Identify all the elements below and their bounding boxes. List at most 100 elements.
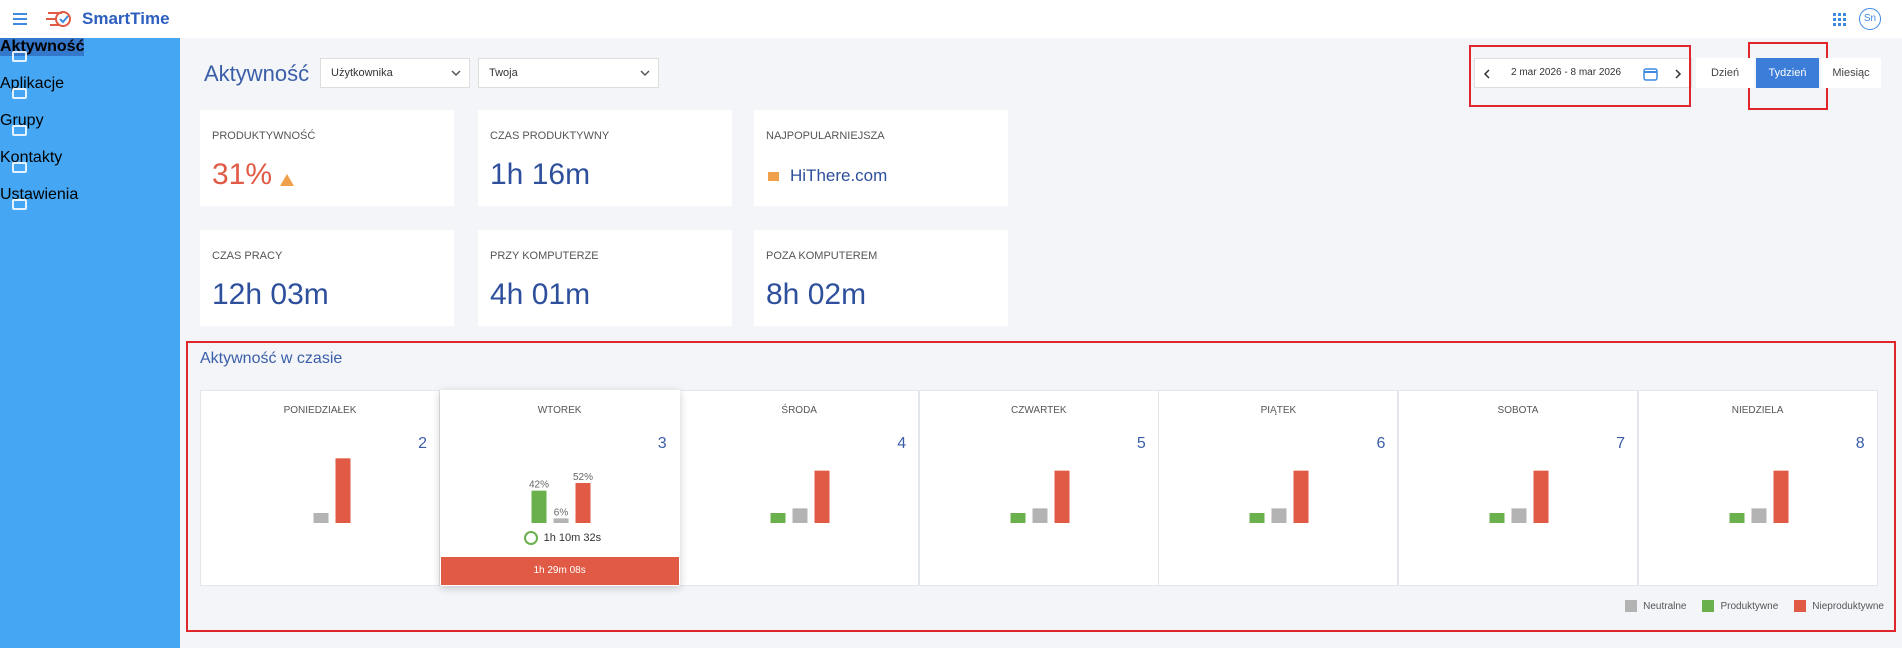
card-label: PRZY KOMPUTERZE	[490, 250, 599, 262]
day-name: PONIEDZIAŁEK	[283, 405, 357, 416]
bar	[1249, 512, 1265, 523]
day-bars	[1729, 470, 1789, 523]
day-date: 5	[1136, 435, 1146, 452]
legend-swatch	[1794, 600, 1807, 612]
bar	[770, 512, 786, 523]
day-panel: PIĄTEK 6	[1158, 390, 1399, 586]
menu-icon	[12, 199, 27, 210]
legend-item: Produktywne	[1702, 600, 1778, 612]
day-name: SOBOTA	[1497, 405, 1539, 416]
legend-label: Produktywne	[1720, 600, 1779, 612]
topbar: SmartTime Sn	[0, 0, 1902, 38]
menu-icon[interactable]	[12, 12, 28, 26]
date-picker[interactable]: 2 mar 2026 - 8 mar 2026	[1474, 58, 1692, 88]
chevron	[640, 70, 650, 77]
bar	[575, 482, 591, 523]
site-icon	[768, 172, 779, 181]
day-bars: 6% 42% 52%	[529, 472, 593, 523]
bar	[553, 518, 569, 523]
legend-swatch	[1625, 600, 1638, 612]
clock-icon	[523, 531, 538, 545]
bar	[1489, 512, 1505, 523]
menu-item[interactable]: Grupy	[0, 112, 44, 136]
menu-item[interactable]: Kontakty	[0, 149, 63, 173]
day-panel: SOBOTA 7	[1398, 390, 1638, 586]
bar	[1773, 470, 1789, 523]
bar	[1533, 470, 1549, 523]
bar	[1271, 508, 1287, 523]
period-button[interactable]: Miesiąc	[1821, 58, 1881, 88]
stat-card: PRZY KOMPUTERZE 4h 01m	[478, 230, 732, 326]
card-value: 12h 03m	[212, 278, 329, 311]
day-date: 6	[1376, 435, 1386, 452]
day-date: 7	[1616, 435, 1625, 452]
menu-item[interactable]: Aktywność	[0, 38, 85, 62]
day-bars	[770, 470, 830, 523]
bar	[1751, 508, 1767, 523]
menu-label: Ustawienia	[0, 186, 79, 203]
day-name: NIEDZIELA	[1731, 405, 1784, 416]
card-value: 8h 02m	[766, 278, 867, 311]
legend-item: Neutralne	[1625, 600, 1686, 612]
prev[interactable]	[1483, 69, 1490, 79]
day-name: WTOREK	[537, 405, 582, 416]
select-text: Twoja	[489, 67, 518, 79]
period-button[interactable]: Tydzień	[1756, 58, 1819, 88]
day-name: CZWARTEK	[1011, 405, 1067, 416]
card-label: POZA KOMPUTEREM	[766, 250, 878, 262]
bar	[1054, 470, 1070, 523]
logo-icon	[46, 11, 71, 27]
chevron	[451, 70, 461, 77]
app-name: SmartTime	[82, 9, 170, 28]
day-bars	[1010, 470, 1070, 523]
menu-item[interactable]: Ustawienia	[0, 186, 79, 210]
day-name: ŚRODA	[781, 405, 817, 416]
menu-icon	[12, 162, 27, 173]
highlight	[1469, 45, 1691, 107]
day-date: 3	[657, 435, 667, 452]
highlight	[186, 341, 1896, 632]
apps-icon[interactable]	[1833, 13, 1846, 26]
day-panel: CZWARTEK 5	[918, 390, 1159, 586]
card-label: NAJPOPULARNIEJSZA	[766, 130, 885, 142]
menu-item[interactable]: Aplikacje	[0, 75, 64, 99]
legend-swatch	[1702, 600, 1715, 612]
card-value: 31%	[212, 158, 273, 191]
select[interactable]: Twoja	[478, 58, 659, 88]
bar	[531, 490, 547, 523]
page-title: Aktywność	[204, 61, 310, 86]
period-button[interactable]: Dzień	[1696, 58, 1754, 88]
bar	[1511, 508, 1527, 523]
bar	[792, 508, 808, 523]
select[interactable]: Użytkownika	[320, 58, 470, 88]
day-name: PIĄTEK	[1260, 405, 1297, 416]
day-panel: NIEDZIELA 8	[1637, 390, 1878, 586]
card-value: HiThere.com	[790, 166, 888, 185]
select-text: Użytkownika	[331, 67, 393, 79]
bar	[1729, 512, 1745, 523]
total-bar: 1h 29m 08s	[440, 557, 679, 585]
next[interactable]	[1675, 69, 1682, 79]
card-label: PRODUKTYWNOŚĆ	[212, 130, 316, 142]
avatar[interactable]: Sn	[1859, 8, 1881, 30]
calendar-icon[interactable]	[1643, 66, 1658, 81]
duration: 1h 10m 32s	[543, 532, 602, 544]
card-value: 1h 16m	[490, 158, 591, 191]
bar	[313, 512, 329, 523]
legend-label: Nieproduktywne	[1812, 600, 1884, 612]
day-date: 4	[897, 435, 907, 452]
day-bars	[1249, 470, 1309, 523]
legend-label: Neutralne	[1643, 600, 1687, 612]
day-bars	[313, 458, 351, 523]
stat-card: PRODUKTYWNOŚĆ 31%	[200, 110, 454, 206]
section-title: Aktywność w czasie	[200, 350, 343, 367]
menu-label: Kontakty	[0, 149, 63, 166]
stat-card: CZAS PRACY 12h 03m	[200, 230, 454, 326]
sidebar: Aktywność Aplikacje Grupy Kontakty Ustawieni…	[0, 38, 180, 648]
menu-icon	[12, 88, 27, 99]
day-date: 2	[418, 435, 427, 452]
day-bars	[1489, 470, 1549, 523]
bar	[1032, 508, 1048, 523]
bar	[1010, 512, 1026, 523]
